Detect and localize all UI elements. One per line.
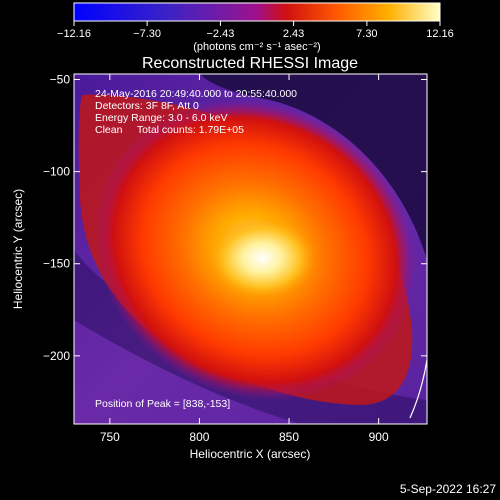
y-axis-ticks: −50 −100 −150 −200 — [43, 73, 427, 363]
colorbar-units: (photons cm⁻² s⁻¹ asec⁻²) — [193, 41, 320, 53]
footer-date: 5-Sep-2022 16:27 — [400, 482, 496, 496]
y-tick-label: −100 — [43, 165, 70, 179]
colorbar-tick-label: 7.30 — [356, 28, 377, 40]
colorbar-ticks: −12.16 −7.30 −2.43 2.43 7.30 12.16 — [57, 21, 454, 40]
plot-frame — [73, 73, 428, 425]
emission-core — [207, 216, 317, 300]
dark-band-upper — [200, 74, 427, 260]
colorbar-tick-label: 2.43 — [283, 28, 304, 40]
annotation-time-range: 24-May-2016 20:49:40.000 to 20:55:40.000 — [95, 88, 297, 100]
y-tick-label: −50 — [50, 73, 71, 87]
annotation-peak-position: Position of Peak = [838,-153] — [95, 398, 230, 410]
chart-title: Reconstructed RHESSI Image — [142, 55, 358, 72]
x-tick-label: 800 — [189, 430, 209, 444]
limb-arc — [409, 359, 427, 419]
colorbar-tick-label: −7.30 — [133, 28, 161, 40]
heatmap-image — [74, 74, 427, 424]
x-tick-label: 850 — [279, 430, 299, 444]
x-axis-ticks: 750 800 850 900 — [100, 74, 389, 444]
colorbar-tick-label: −12.16 — [57, 28, 91, 40]
x-tick-label: 900 — [369, 430, 389, 444]
annotation-energy-range: Energy Range: 3.0 - 6.0 keV — [95, 112, 228, 124]
y-axis-label: Heliocentric Y (arcsec) — [11, 189, 25, 309]
colorbar-gradient — [73, 2, 441, 22]
annotation-clean-counts: Clean Total counts: 1.79E+05 — [95, 124, 244, 136]
y-tick-label: −150 — [43, 257, 70, 271]
x-axis-label: Heliocentric X (arcsec) — [190, 447, 311, 461]
colorbar-tick-label: 12.16 — [426, 28, 454, 40]
y-tick-label: −200 — [43, 349, 70, 363]
x-tick-label: 750 — [100, 430, 120, 444]
annotation-detectors: Detectors: 3F 8F, Att 0 — [95, 100, 199, 112]
colorbar-tick-label: −2.43 — [207, 28, 235, 40]
